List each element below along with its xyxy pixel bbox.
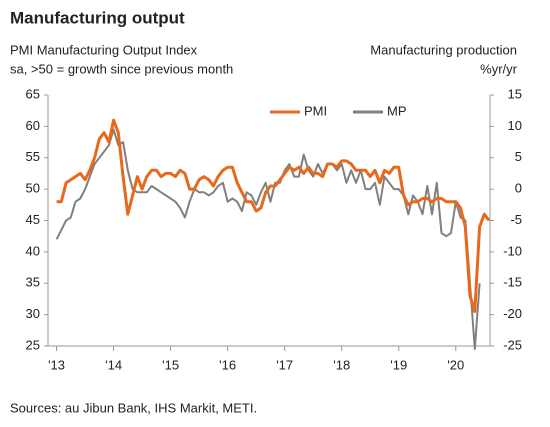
y-tick-label: 35 — [26, 275, 40, 290]
x-tick-label: '16 — [219, 357, 236, 372]
y-axis-label: sa, >50 = growth since previous month — [10, 61, 233, 76]
y2-tick-label: 5 — [515, 149, 522, 164]
y-tick-label: 30 — [26, 306, 40, 321]
source-note: Sources: au Jibun Bank, IHS Markit, METI… — [10, 400, 257, 415]
x-tick-label: '13 — [48, 357, 65, 372]
y2-tick-label: -5 — [510, 212, 522, 227]
y2-tick-label: -10 — [503, 243, 522, 258]
y-axis-label: PMI Manufacturing Output Index — [10, 42, 198, 57]
y-tick-label: 60 — [26, 118, 40, 133]
y-tick-label: 40 — [26, 243, 40, 258]
y-tick-label: 45 — [26, 212, 40, 227]
x-tick-label: '15 — [162, 357, 179, 372]
x-tick-label: '19 — [390, 357, 407, 372]
legend-label: MP — [387, 103, 407, 118]
y-tick-label: 50 — [26, 181, 40, 196]
y2-axis-label: Manufacturing production — [370, 42, 517, 57]
x-tick-label: '14 — [105, 357, 122, 372]
chart-title: Manufacturing output — [10, 8, 185, 27]
series-line — [56, 118, 491, 313]
y2-tick-label: -20 — [503, 306, 522, 321]
series-line — [55, 128, 481, 351]
y-tick-label: 25 — [26, 337, 40, 352]
x-tick-label: '20 — [447, 357, 464, 372]
x-tick-label: '17 — [276, 357, 293, 372]
y2-tick-label: 10 — [508, 118, 522, 133]
legend-label: PMI — [304, 103, 327, 118]
y-tick-label: 55 — [26, 149, 40, 164]
y-tick-label: 65 — [26, 86, 40, 101]
x-tick-label: '18 — [333, 357, 350, 372]
y2-tick-label: -25 — [503, 337, 522, 352]
y2-axis-label: %yr/yr — [480, 61, 518, 76]
y2-tick-label: -15 — [503, 275, 522, 290]
y2-tick-label: 15 — [508, 86, 522, 101]
y2-tick-label: 0 — [515, 181, 522, 196]
